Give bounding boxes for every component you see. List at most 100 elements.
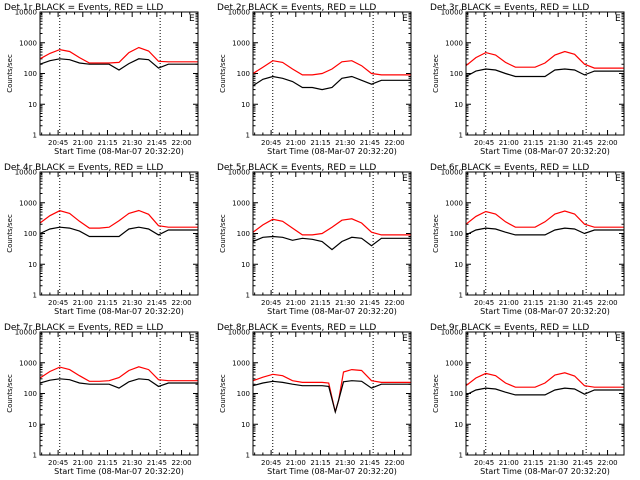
x-axis-label: Start Time (08-Mar-07 20:32:20) [267,147,397,156]
x-tick-label: 21:00 [73,139,93,147]
y-tick-label: 1 [459,132,463,140]
x-tick-label: 21:45 [573,139,593,147]
y-tick-label: 1 [33,132,37,140]
x-tick-label: 22:00 [171,299,191,307]
panel-4: Det 4r BLACK = Events, RED = LLD E 1 10 100 1… [4,163,199,316]
events-series-line [465,68,624,78]
events-series-line [252,235,411,251]
x-tick-label: 21:00 [499,139,519,147]
panel-title: Det 1r BLACK = Events, RED = LLD [4,3,163,13]
x-tick-label: 21:30 [122,459,142,467]
corner-label: E [189,14,195,24]
x-tick-label: 21:30 [335,299,355,307]
y-axis-label: Counts/sec [6,54,14,93]
x-tick-label: 21:15 [97,299,117,307]
x-tick-label: 22:00 [597,139,617,147]
x-tick-label: 22:00 [597,299,617,307]
y-tick-label: 10000 [15,329,37,337]
x-axis-label: Start Time (08-Mar-07 20:32:20) [54,307,184,316]
panel-6: Det 6r BLACK = Events, RED = LLD E 1 10 100 1… [430,163,625,316]
lld-series-line [252,60,411,76]
x-tick-label: 21:30 [335,459,355,467]
x-tick-label: 20:45 [261,299,281,307]
corner-label: E [402,14,408,24]
x-axis-label: Start Time (08-Mar-07 20:32:20) [54,467,184,476]
y-tick-label: 1000 [445,359,463,367]
x-tick-label: 21:15 [523,139,543,147]
corner-label: E [615,14,621,24]
x-tick-label: 21:45 [573,459,593,467]
events-series-line [39,226,198,238]
x-tick-label: 20:45 [261,139,281,147]
y-tick-label: 10000 [228,9,250,17]
x-tick-label: 22:00 [384,139,404,147]
y-axis-label: Counts/sec [219,54,227,93]
x-tick-label: 22:00 [384,459,404,467]
x-tick-label: 21:00 [73,299,93,307]
y-axis-label: Counts/sec [6,214,14,253]
x-tick-label: 21:00 [499,459,519,467]
y-axis-label: Counts/sec [432,214,440,253]
x-tick-label: 20:45 [474,299,494,307]
lld-series-line [39,209,198,229]
y-axis-label: Counts/sec [219,214,227,253]
x-axis-label: Start Time (08-Mar-07 20:32:20) [54,147,184,156]
panel-title: Det 3r BLACK = Events, RED = LLD [430,3,589,13]
x-tick-label: 20:45 [474,139,494,147]
y-tick-label: 10000 [441,169,463,177]
plot-frame [252,11,412,136]
y-tick-label: 100 [237,230,250,238]
panel-9: Det 9r BLACK = Events, RED = LLD E 1 10 100 1… [430,323,625,476]
plot-frame [465,11,625,136]
events-series-line [252,380,411,415]
y-tick-label: 10 [28,261,37,269]
plot-frame [39,11,199,136]
x-tick-label: 20:45 [48,459,68,467]
y-tick-label: 10 [241,261,250,269]
lld-series-line [465,50,624,69]
lld-series-line [39,366,198,382]
y-tick-label: 1000 [232,199,250,207]
x-tick-label: 21:00 [73,459,93,467]
y-tick-label: 1 [246,132,250,140]
plot-frame [465,331,625,456]
y-tick-label: 1000 [19,359,37,367]
x-tick-label: 21:00 [286,459,306,467]
panel-title: Det 4r BLACK = Events, RED = LLD [4,163,163,173]
x-tick-label: 20:45 [48,139,68,147]
y-tick-label: 1000 [232,39,250,47]
plot-frame [252,171,412,296]
events-series-line [39,378,198,389]
y-tick-label: 10 [241,421,250,429]
panel-1: Det 1r BLACK = Events, RED = LLD E 1 10 100 1… [4,3,199,156]
y-tick-label: 10 [454,101,463,109]
lld-series-line [39,46,198,64]
y-tick-label: 10 [28,101,37,109]
y-tick-label: 100 [24,230,37,238]
y-tick-label: 100 [450,390,463,398]
panel-7: Det 7r BLACK = Events, RED = LLD E 1 10 100 1… [4,323,199,476]
x-tick-label: 21:45 [147,299,167,307]
corner-label: E [615,174,621,184]
y-tick-label: 1000 [232,359,250,367]
x-tick-label: 21:45 [147,459,167,467]
x-tick-label: 20:45 [261,459,281,467]
x-tick-label: 21:45 [360,459,380,467]
corner-label: E [402,174,408,184]
x-tick-label: 21:45 [360,139,380,147]
y-axis-label: Counts/sec [432,374,440,413]
panel-title: Det 7r BLACK = Events, RED = LLD [4,323,163,333]
corner-label: E [615,334,621,344]
x-tick-label: 21:15 [310,299,330,307]
panel-3: Det 3r BLACK = Events, RED = LLD E 1 10 100 1… [430,3,625,156]
panel-2: Det 2r BLACK = Events, RED = LLD E 1 10 100 1… [217,3,412,156]
panel-8: Det 8r BLACK = Events, RED = LLD E 1 10 100 1… [217,323,412,476]
y-tick-label: 100 [237,390,250,398]
x-tick-label: 21:00 [286,299,306,307]
x-tick-label: 21:30 [548,459,568,467]
plot-frame [252,331,412,456]
panel-5: Det 5r BLACK = Events, RED = LLD E 1 10 100 1… [217,163,412,316]
y-axis-label: Counts/sec [6,374,14,413]
events-series-line [39,58,198,71]
